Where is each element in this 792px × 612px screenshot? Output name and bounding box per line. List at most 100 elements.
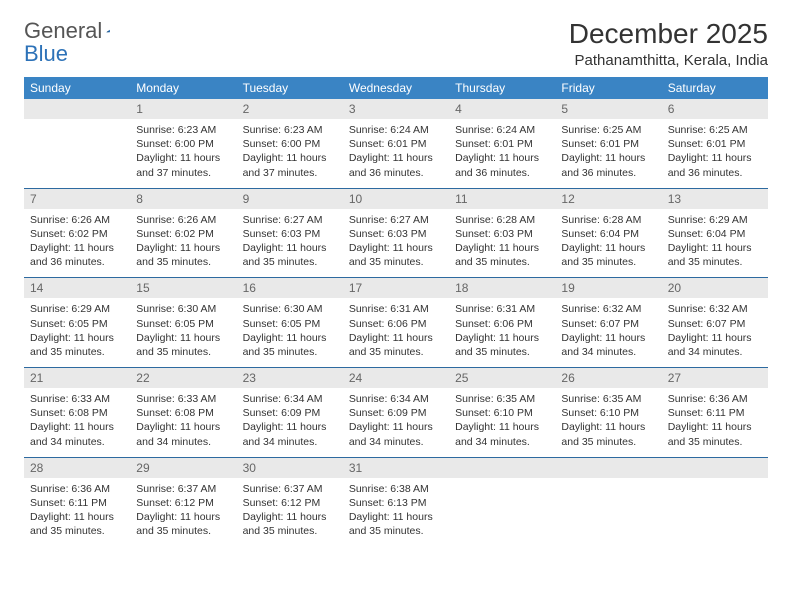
sunset-line: Sunset: 6:11 PM	[668, 406, 762, 420]
day-number-cell: 6	[662, 99, 768, 119]
day-number-cell: 26	[555, 368, 661, 389]
daylight-line: Daylight: 11 hours and 35 minutes.	[30, 331, 124, 359]
daylight-line: Daylight: 11 hours and 34 minutes.	[349, 420, 443, 448]
day-info-cell: Sunrise: 6:26 AMSunset: 6:02 PMDaylight:…	[24, 209, 130, 278]
day-info-cell	[449, 478, 555, 547]
sunrise-line: Sunrise: 6:28 AM	[561, 213, 655, 227]
sunrise-line: Sunrise: 6:27 AM	[243, 213, 337, 227]
calendar-table: SundayMondayTuesdayWednesdayThursdayFrid…	[24, 77, 768, 546]
daylight-line: Daylight: 11 hours and 35 minutes.	[243, 510, 337, 538]
day-number-cell: 31	[343, 457, 449, 478]
day-number-row: 78910111213	[24, 188, 768, 209]
daylight-line: Daylight: 11 hours and 34 minutes.	[455, 420, 549, 448]
daylight-line: Daylight: 11 hours and 36 minutes.	[30, 241, 124, 269]
day-number-cell: 7	[24, 188, 130, 209]
day-info-cell	[662, 478, 768, 547]
day-info-cell: Sunrise: 6:31 AMSunset: 6:06 PMDaylight:…	[449, 298, 555, 367]
day-number-cell: 1	[130, 99, 236, 119]
day-info-cell: Sunrise: 6:34 AMSunset: 6:09 PMDaylight:…	[237, 388, 343, 457]
sunrise-line: Sunrise: 6:23 AM	[243, 123, 337, 137]
daylight-line: Daylight: 11 hours and 37 minutes.	[136, 151, 230, 179]
day-info-cell: Sunrise: 6:26 AMSunset: 6:02 PMDaylight:…	[130, 209, 236, 278]
day-info-row: Sunrise: 6:26 AMSunset: 6:02 PMDaylight:…	[24, 209, 768, 278]
daylight-line: Daylight: 11 hours and 34 minutes.	[136, 420, 230, 448]
daylight-line: Daylight: 11 hours and 35 minutes.	[349, 241, 443, 269]
sunset-line: Sunset: 6:08 PM	[30, 406, 124, 420]
sunrise-line: Sunrise: 6:37 AM	[136, 482, 230, 496]
daylight-line: Daylight: 11 hours and 35 minutes.	[349, 331, 443, 359]
sunrise-line: Sunrise: 6:31 AM	[349, 302, 443, 316]
daylight-line: Daylight: 11 hours and 35 minutes.	[455, 241, 549, 269]
day-number-cell: 24	[343, 368, 449, 389]
day-info-cell	[24, 119, 130, 188]
daylight-line: Daylight: 11 hours and 35 minutes.	[136, 331, 230, 359]
day-info-cell: Sunrise: 6:31 AMSunset: 6:06 PMDaylight:…	[343, 298, 449, 367]
day-number-cell: 18	[449, 278, 555, 299]
day-info-cell: Sunrise: 6:36 AMSunset: 6:11 PMDaylight:…	[24, 478, 130, 547]
day-number-cell	[449, 457, 555, 478]
sunset-line: Sunset: 6:01 PM	[668, 137, 762, 151]
day-info-cell: Sunrise: 6:24 AMSunset: 6:01 PMDaylight:…	[449, 119, 555, 188]
weekday-header: Tuesday	[237, 77, 343, 99]
day-info-cell: Sunrise: 6:32 AMSunset: 6:07 PMDaylight:…	[662, 298, 768, 367]
sunset-line: Sunset: 6:07 PM	[561, 317, 655, 331]
sunrise-line: Sunrise: 6:30 AM	[243, 302, 337, 316]
daylight-line: Daylight: 11 hours and 36 minutes.	[455, 151, 549, 179]
day-info-cell: Sunrise: 6:30 AMSunset: 6:05 PMDaylight:…	[237, 298, 343, 367]
sunset-line: Sunset: 6:01 PM	[349, 137, 443, 151]
day-number-cell: 3	[343, 99, 449, 119]
daylight-line: Daylight: 11 hours and 36 minutes.	[349, 151, 443, 179]
sunset-line: Sunset: 6:12 PM	[136, 496, 230, 510]
day-info-row: Sunrise: 6:23 AMSunset: 6:00 PMDaylight:…	[24, 119, 768, 188]
sunrise-line: Sunrise: 6:25 AM	[561, 123, 655, 137]
sunset-line: Sunset: 6:11 PM	[30, 496, 124, 510]
sunrise-line: Sunrise: 6:24 AM	[455, 123, 549, 137]
day-info-cell: Sunrise: 6:25 AMSunset: 6:01 PMDaylight:…	[662, 119, 768, 188]
day-info-cell: Sunrise: 6:25 AMSunset: 6:01 PMDaylight:…	[555, 119, 661, 188]
sunset-line: Sunset: 6:09 PM	[243, 406, 337, 420]
sunrise-line: Sunrise: 6:24 AM	[349, 123, 443, 137]
sunrise-line: Sunrise: 6:26 AM	[30, 213, 124, 227]
daylight-line: Daylight: 11 hours and 34 minutes.	[30, 420, 124, 448]
sunset-line: Sunset: 6:00 PM	[136, 137, 230, 151]
day-number-cell: 17	[343, 278, 449, 299]
day-info-cell: Sunrise: 6:27 AMSunset: 6:03 PMDaylight:…	[237, 209, 343, 278]
day-number-row: 28293031	[24, 457, 768, 478]
day-info-cell: Sunrise: 6:33 AMSunset: 6:08 PMDaylight:…	[130, 388, 236, 457]
day-number-cell: 19	[555, 278, 661, 299]
day-number-cell	[662, 457, 768, 478]
day-number-cell: 28	[24, 457, 130, 478]
day-info-cell: Sunrise: 6:33 AMSunset: 6:08 PMDaylight:…	[24, 388, 130, 457]
sunset-line: Sunset: 6:10 PM	[561, 406, 655, 420]
sunrise-line: Sunrise: 6:33 AM	[30, 392, 124, 406]
sunrise-line: Sunrise: 6:35 AM	[561, 392, 655, 406]
day-number-cell: 5	[555, 99, 661, 119]
sunset-line: Sunset: 6:10 PM	[455, 406, 549, 420]
day-number-cell: 11	[449, 188, 555, 209]
day-number-cell: 15	[130, 278, 236, 299]
calendar-body: 123456 Sunrise: 6:23 AMSunset: 6:00 PMDa…	[24, 99, 768, 546]
sunset-line: Sunset: 6:03 PM	[455, 227, 549, 241]
sunset-line: Sunset: 6:03 PM	[349, 227, 443, 241]
sunset-line: Sunset: 6:03 PM	[243, 227, 337, 241]
sunset-line: Sunset: 6:02 PM	[136, 227, 230, 241]
day-info-cell: Sunrise: 6:30 AMSunset: 6:05 PMDaylight:…	[130, 298, 236, 367]
day-number-cell: 4	[449, 99, 555, 119]
daylight-line: Daylight: 11 hours and 36 minutes.	[561, 151, 655, 179]
sunset-line: Sunset: 6:13 PM	[349, 496, 443, 510]
sunset-line: Sunset: 6:12 PM	[243, 496, 337, 510]
day-number-cell	[555, 457, 661, 478]
weekday-header: Monday	[130, 77, 236, 99]
sunrise-line: Sunrise: 6:30 AM	[136, 302, 230, 316]
location: Pathanamthitta, Kerala, India	[569, 52, 768, 69]
day-info-cell: Sunrise: 6:28 AMSunset: 6:04 PMDaylight:…	[555, 209, 661, 278]
day-number-cell: 22	[130, 368, 236, 389]
logo-text-general: General	[24, 18, 102, 43]
daylight-line: Daylight: 11 hours and 35 minutes.	[243, 331, 337, 359]
sunset-line: Sunset: 6:02 PM	[30, 227, 124, 241]
sunrise-line: Sunrise: 6:25 AM	[668, 123, 762, 137]
daylight-line: Daylight: 11 hours and 35 minutes.	[30, 510, 124, 538]
day-number-cell: 29	[130, 457, 236, 478]
day-info-cell: Sunrise: 6:38 AMSunset: 6:13 PMDaylight:…	[343, 478, 449, 547]
weekday-header: Wednesday	[343, 77, 449, 99]
